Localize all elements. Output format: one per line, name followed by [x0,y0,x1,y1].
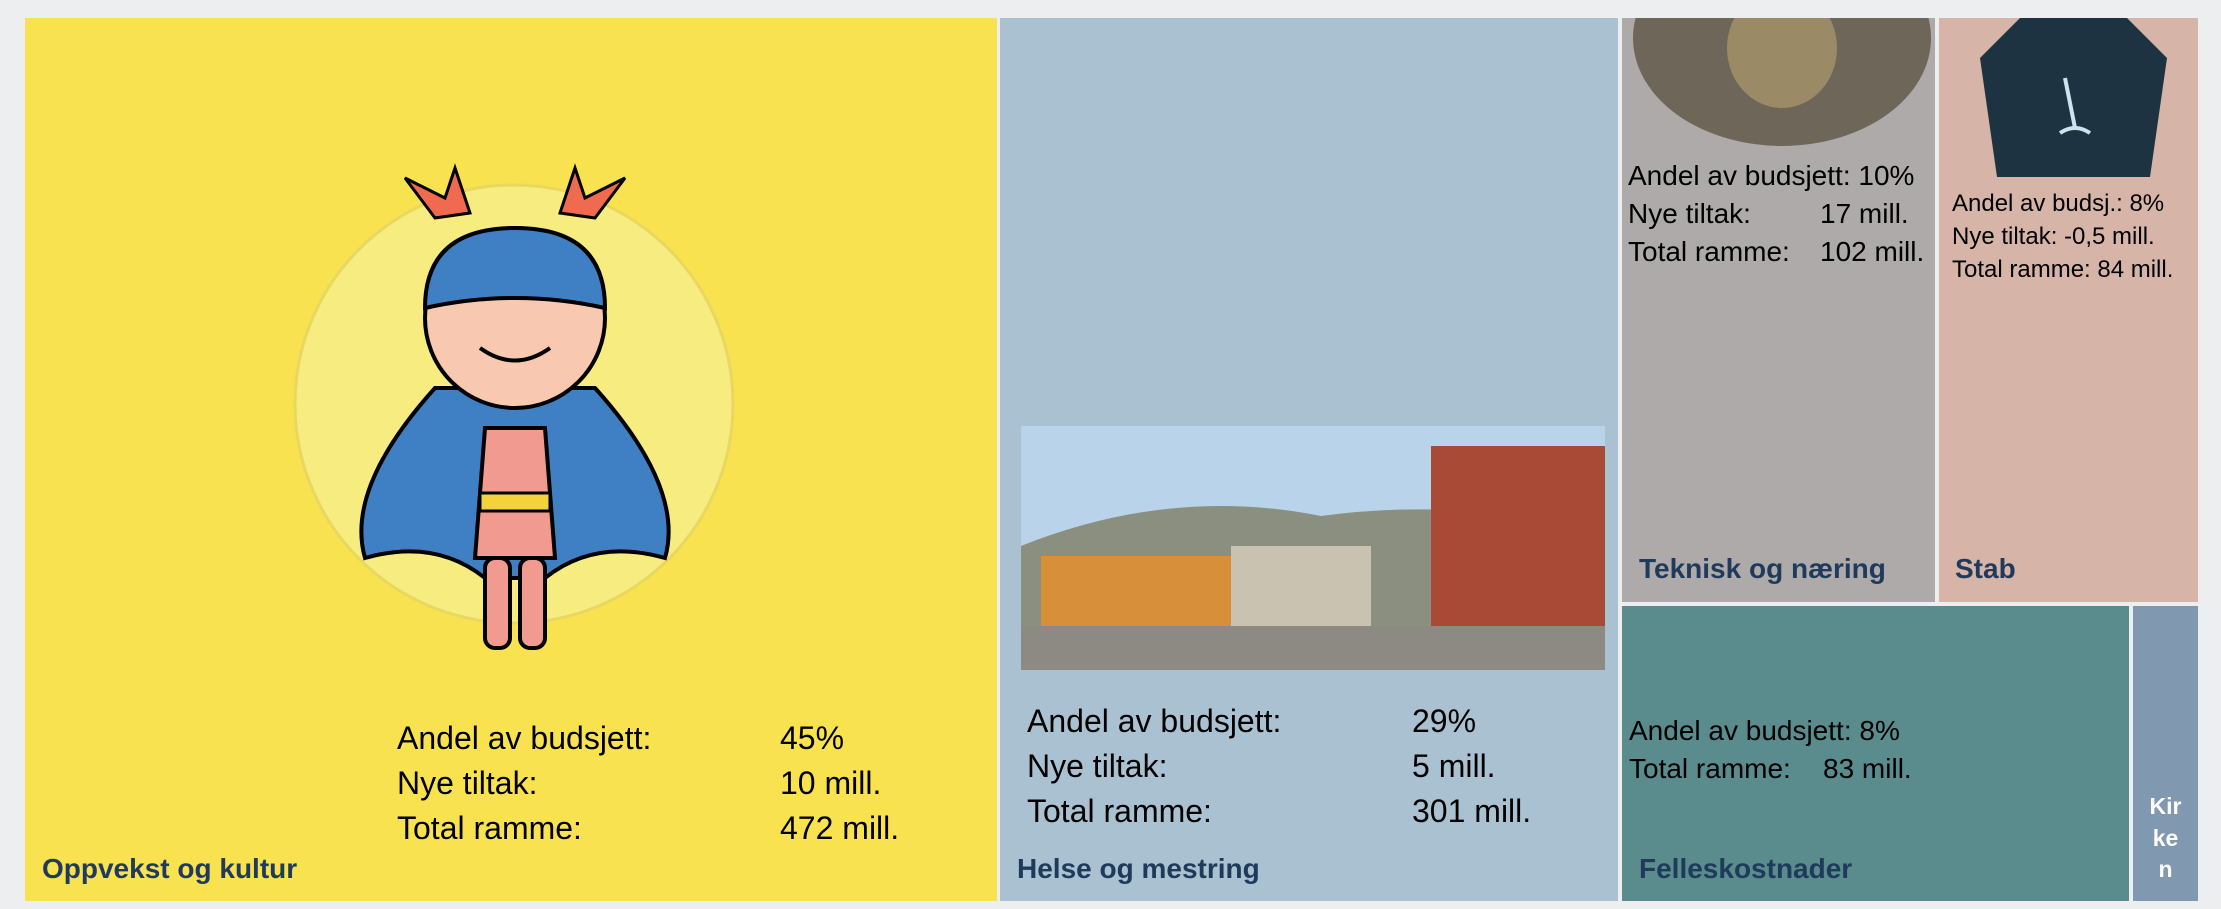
line-value: 301 mill. [1412,793,1532,829]
line-label: Nye tiltak: [397,765,538,801]
tile-name: Helse og mestring [1017,853,1260,884]
tile-name: Kir [2149,793,2182,819]
line-label: Total ramme: [1629,753,1791,784]
line-label: Andel av budsj.: 8% [1952,190,2165,217]
line-value: 5 mill. [1412,748,1496,784]
line-value: 10 mill. [780,765,882,801]
tile-stab: Stab [1939,18,2198,602]
tile-name: Oppvekst og kultur [42,853,298,884]
line-label: Total ramme: [1628,236,1790,267]
tile-oppvekst: Oppvekst og kultur [25,18,997,901]
tile-teknisk: Teknisk og næring [1622,18,1935,602]
superhero-illustration [293,163,735,650]
line-label: Total ramme: 84 mill. [1952,256,2174,283]
line-label: Andel av budsjett: [397,720,652,756]
manhole-photo [1633,18,1931,146]
tile-name: Felleskostnader [1639,853,1853,884]
line-value: 472 mill. [780,810,900,846]
building-photo [1021,426,1605,670]
line-label: Andel av budsjett: [1027,703,1282,739]
line-label: Andel av budsjett: 8% [1629,715,1900,746]
tile-kirken: Kir ke n [2133,606,2198,901]
tile-name: ke [2152,825,2179,851]
line-label: Total ramme: [1027,793,1212,829]
line-value: 17 mill. [1820,198,1909,229]
line-label: Andel av budsjett: 10% [1628,160,1915,191]
tile-helse: Helse og mestring [1000,18,1618,901]
line-value: 83 mill. [1823,753,1912,784]
tile-name: n [2158,856,2173,882]
line-label: Nye tiltak: -0,5 mill. [1952,223,2155,250]
line-value: 45% [780,720,845,756]
line-value: 102 mill. [1820,236,1925,267]
line-label: Nye tiltak: [1628,198,1751,229]
tile-name: Teknisk og næring [1639,553,1886,584]
line-label: Total ramme: [397,810,582,846]
line-value: 29% [1412,703,1477,739]
tile-felles: Felleskostnader [1622,606,2129,901]
tile-name: Stab [1955,553,2016,584]
line-label: Nye tiltak: [1027,748,1168,784]
tshirt-photo [1980,18,2167,177]
